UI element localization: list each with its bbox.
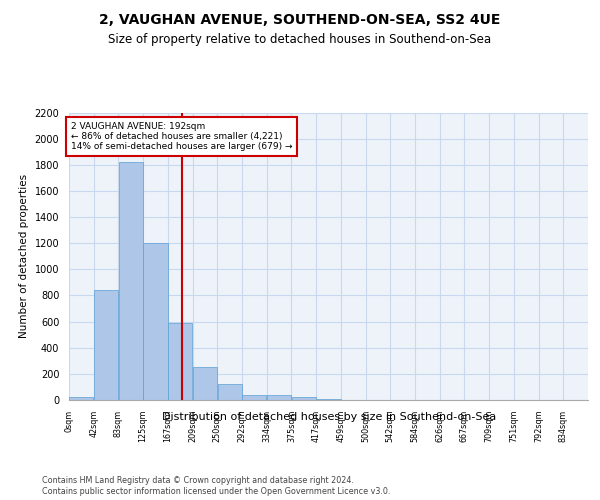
Bar <box>94 290 118 400</box>
Bar <box>143 243 167 400</box>
Bar <box>193 366 217 400</box>
Bar <box>267 396 291 400</box>
Text: Size of property relative to detached houses in Southend-on-Sea: Size of property relative to detached ho… <box>109 32 491 46</box>
Bar <box>292 398 316 400</box>
Bar <box>218 384 242 400</box>
Bar <box>119 162 143 400</box>
Text: 2 VAUGHAN AVENUE: 192sqm
← 86% of detached houses are smaller (4,221)
14% of sem: 2 VAUGHAN AVENUE: 192sqm ← 86% of detach… <box>71 122 292 152</box>
Text: Distribution of detached houses by size in Southend-on-Sea: Distribution of detached houses by size … <box>161 412 496 422</box>
Y-axis label: Number of detached properties: Number of detached properties <box>19 174 29 338</box>
Bar <box>168 323 193 400</box>
Bar <box>316 398 341 400</box>
Bar <box>69 398 94 400</box>
Text: 2, VAUGHAN AVENUE, SOUTHEND-ON-SEA, SS2 4UE: 2, VAUGHAN AVENUE, SOUTHEND-ON-SEA, SS2 … <box>100 12 500 26</box>
Bar <box>242 395 266 400</box>
Text: Contains public sector information licensed under the Open Government Licence v3: Contains public sector information licen… <box>42 487 391 496</box>
Text: Contains HM Land Registry data © Crown copyright and database right 2024.: Contains HM Land Registry data © Crown c… <box>42 476 354 485</box>
